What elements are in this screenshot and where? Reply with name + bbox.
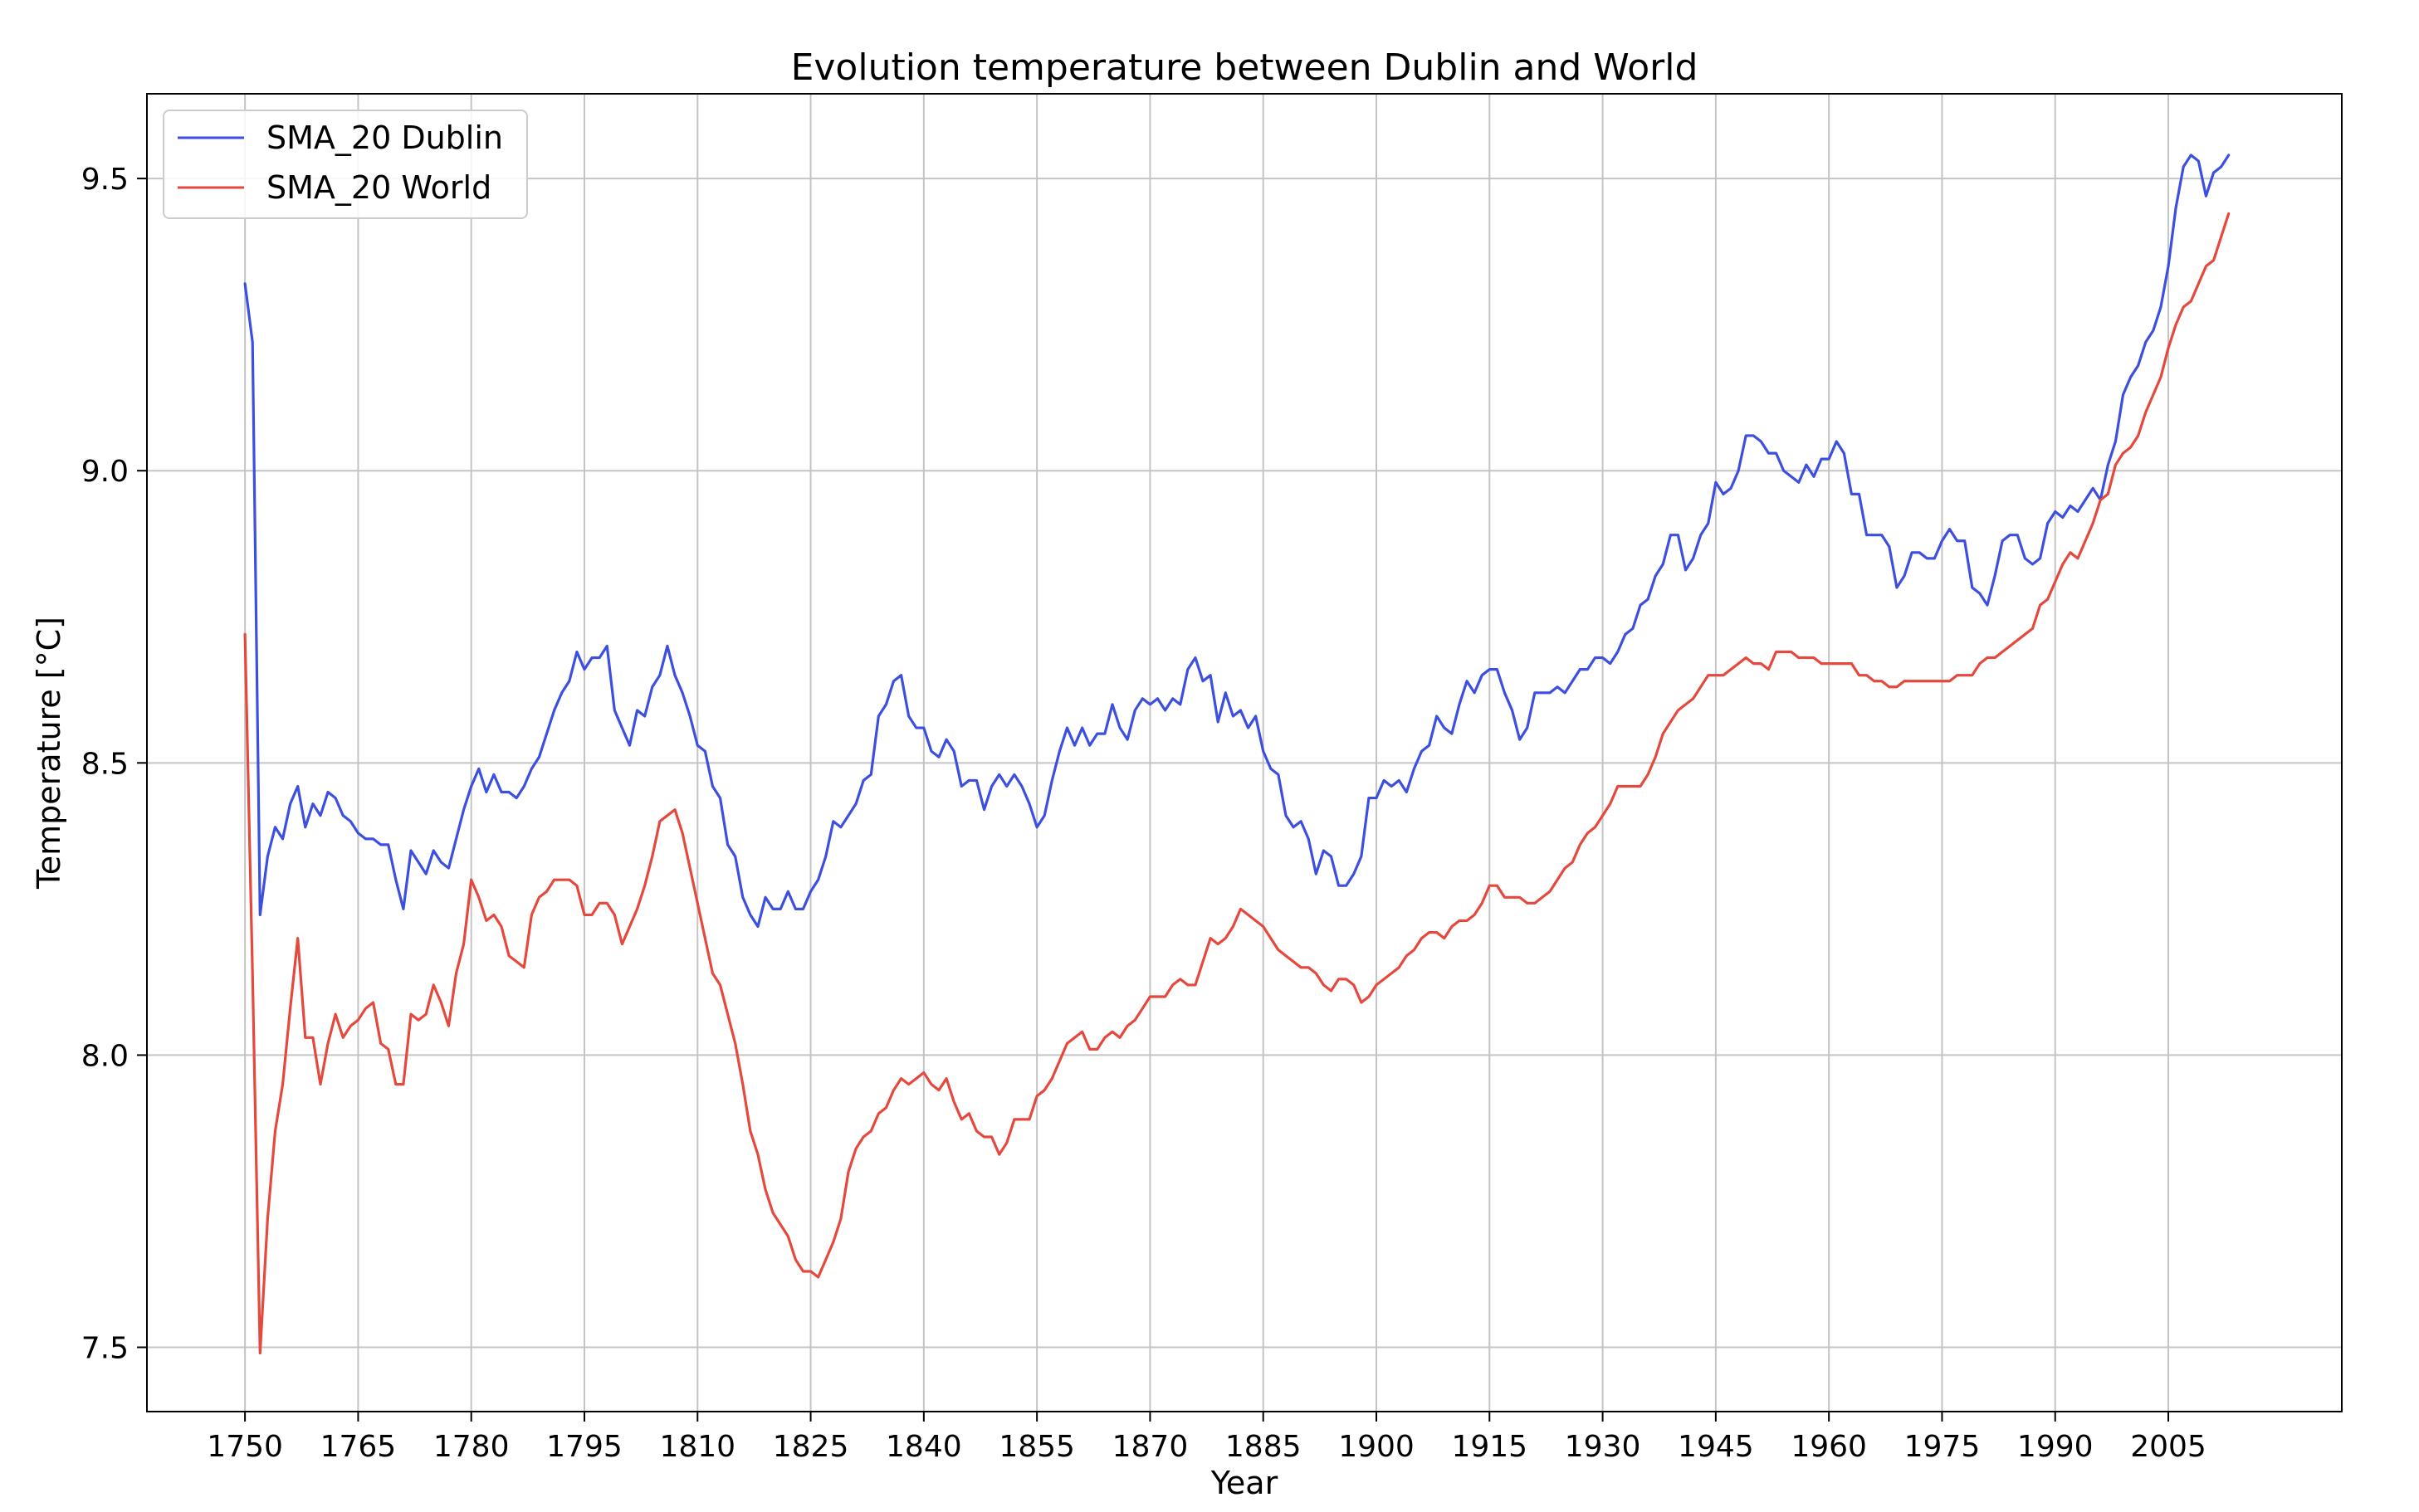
series-line-sma-20-world (243, 212, 2231, 1355)
x-tick-label: 1765 (320, 1430, 397, 1464)
y-tick-label: 8.0 (81, 1039, 129, 1073)
x-tick-label: 1930 (1565, 1430, 1641, 1464)
y-tick-label: 9.0 (81, 455, 129, 489)
chart-title: Evolution temperature between Dublin and… (791, 46, 1698, 89)
y-tick-label: 7.5 (81, 1332, 129, 1366)
x-tick-label: 1885 (1225, 1430, 1302, 1464)
x-tick-label: 1825 (773, 1430, 849, 1464)
legend: SMA_20 Dublin SMA_20 World (163, 110, 528, 219)
x-tick-label: 1870 (1112, 1430, 1189, 1464)
plot-area-frame (146, 93, 2343, 1412)
legend-box (163, 110, 528, 219)
y-tick-label: 9.5 (81, 163, 129, 197)
x-tick-label: 1810 (659, 1430, 735, 1464)
x-tick-label: 1750 (207, 1430, 283, 1464)
x-tick-label: 1990 (2017, 1430, 2094, 1464)
x-tick-label: 1960 (1791, 1430, 1867, 1464)
legend-label-world: SMA_20 World (266, 169, 491, 206)
x-axis-label: Year (1210, 1465, 1278, 1501)
y-axis: 7.5 8.0 8.5 9.0 9.5 (81, 163, 147, 1366)
series-lines (243, 154, 2231, 1355)
x-tick-label: 1900 (1338, 1430, 1415, 1464)
x-tick-label: 1855 (999, 1430, 1075, 1464)
y-tick-label: 8.5 (81, 747, 129, 781)
x-tick-label: 1945 (1678, 1430, 1754, 1464)
x-tick-label: 1840 (886, 1430, 962, 1464)
x-tick-label: 1795 (546, 1430, 623, 1464)
legend-label-dublin: SMA_20 Dublin (266, 119, 503, 156)
series-line-sma-20-dublin (243, 154, 2231, 929)
x-tick-label: 2005 (2130, 1430, 2206, 1464)
x-tick-label: 1780 (433, 1430, 510, 1464)
x-tick-label: 1975 (1904, 1430, 1981, 1464)
x-tick-label: 1915 (1451, 1430, 1527, 1464)
x-axis: 1750 1765 1780 1795 1810 1825 1840 1855 1870 1885… (207, 1412, 2206, 1464)
grid-lines (147, 94, 2342, 1412)
y-axis-label: Temperature [°C] (31, 617, 67, 890)
